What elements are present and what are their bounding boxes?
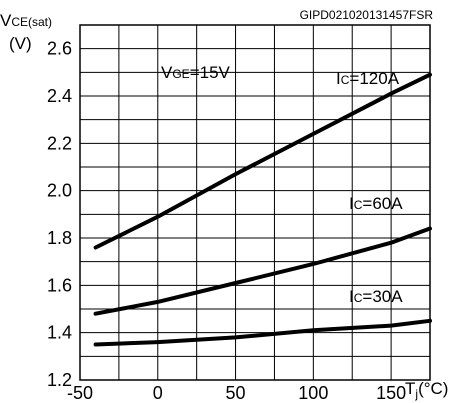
x-axis-label-main: T xyxy=(405,379,415,398)
y-tick-label: 1.2 xyxy=(47,370,72,390)
x-tick-label: 150 xyxy=(376,383,406,403)
plot-frame xyxy=(79,24,431,381)
x-axis-label-unit: (°C) xyxy=(418,379,448,398)
x-tick-label: 100 xyxy=(298,383,328,403)
horizontal-gridlines xyxy=(80,48,430,357)
y-tick-label: 2.2 xyxy=(47,133,72,153)
condition-label: VGE=15V xyxy=(161,63,231,82)
condition-sub: GE xyxy=(172,67,189,81)
y-axis-unit: (V) xyxy=(9,34,32,53)
vertical-gridlines xyxy=(118,25,392,380)
y-axis-label: VCE(sat) xyxy=(0,11,52,30)
y-tick-label: 1.8 xyxy=(47,228,72,248)
x-axis-label: Tj(°C) xyxy=(405,379,448,401)
y-tick-label: 1.6 xyxy=(47,275,72,295)
x-tick-label: -50 xyxy=(67,383,93,403)
series-line-60A xyxy=(93,226,432,316)
y-tick-label: 2.4 xyxy=(47,86,72,106)
condition-main: V xyxy=(161,63,173,82)
series-label-120A: IC=120A xyxy=(336,69,400,88)
x-axis-label-sub: j xyxy=(414,387,418,401)
data-curves xyxy=(93,72,432,347)
series-line-30A xyxy=(93,318,432,347)
x-tick-label: 0 xyxy=(153,383,163,403)
y-tick-label: 2.0 xyxy=(47,181,72,201)
series-label-30A: IC=30A xyxy=(349,287,403,306)
reference-id: GIPD021020131457FSR xyxy=(300,8,434,22)
y-axis-label-main: V xyxy=(0,11,12,30)
x-tick-labels: -50 0 50 100 150 xyxy=(67,383,406,403)
y-axis-label-sub: CE(sat) xyxy=(11,15,52,29)
y-tick-label: 2.6 xyxy=(47,39,72,59)
y-tick-labels: 1.2 1.4 1.6 1.8 2.0 2.2 2.4 2.6 xyxy=(47,39,72,390)
condition-rest: =15V xyxy=(190,63,231,82)
series-label-60A: IC=60A xyxy=(349,194,403,213)
series-labels: IC=120A IC=60A IC=30A xyxy=(336,69,403,306)
series-line-120A xyxy=(93,72,432,250)
y-tick-label: 1.4 xyxy=(47,323,72,343)
x-tick-label: 50 xyxy=(226,383,246,403)
